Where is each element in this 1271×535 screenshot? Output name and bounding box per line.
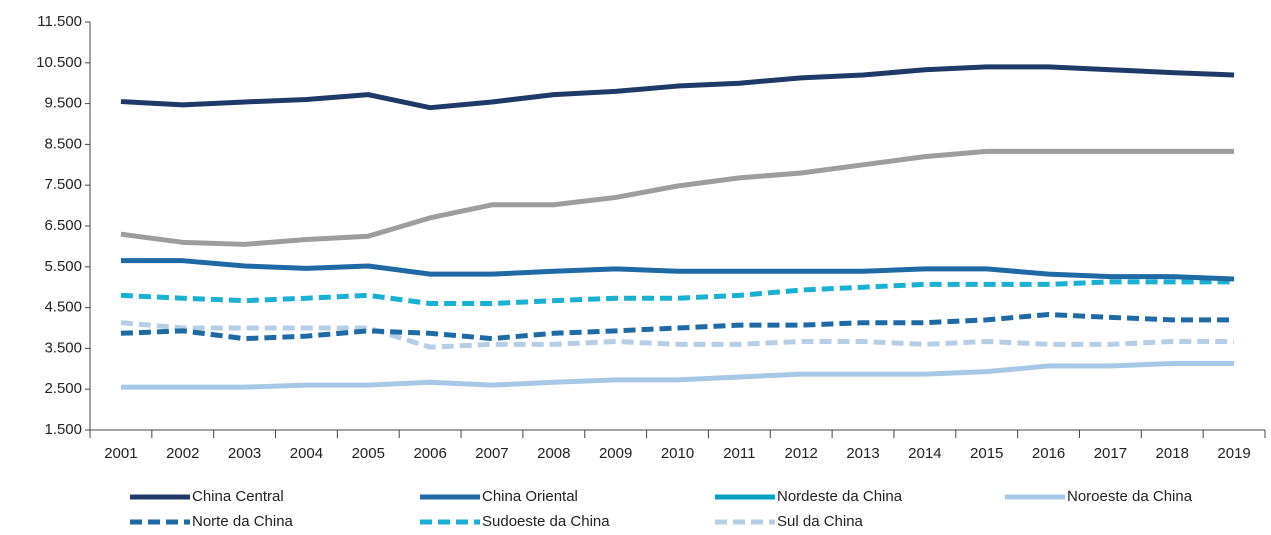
y-tick-label: 1.500 xyxy=(44,421,82,438)
legend-label: Sudoeste da China xyxy=(482,513,610,530)
y-tick-label: 5.500 xyxy=(44,258,82,275)
series-line xyxy=(120,258,1235,282)
x-tick-label: 2002 xyxy=(166,445,199,462)
x-tick-label: 2012 xyxy=(784,445,817,462)
x-tick-label: 2010 xyxy=(661,445,694,462)
x-tick-label: 2004 xyxy=(290,445,323,462)
x-tick-label: 2001 xyxy=(104,445,137,462)
x-tick-label: 2015 xyxy=(970,445,1003,462)
series-line xyxy=(120,320,1235,350)
series-line xyxy=(120,148,1235,247)
legend-label: Sul da China xyxy=(777,513,864,530)
y-tick-label: 11.500 xyxy=(37,13,82,30)
legend-label: Norte da China xyxy=(192,513,294,530)
legend-label: Nordeste da China xyxy=(777,488,903,505)
series-line xyxy=(120,64,1235,111)
y-tick-label: 2.500 xyxy=(44,380,82,397)
legend-label: China Oriental xyxy=(482,488,578,505)
series-line xyxy=(120,312,1235,342)
x-tick-label: 2007 xyxy=(475,445,508,462)
y-tick-label: 10.500 xyxy=(36,54,82,71)
x-tick-label: 2006 xyxy=(413,445,446,462)
x-tick-label: 2011 xyxy=(723,445,755,462)
x-tick-label: 2008 xyxy=(537,445,570,462)
y-tick-label: 3.500 xyxy=(44,339,82,356)
x-tick-label: 2017 xyxy=(1094,445,1127,462)
legend-label: China Central xyxy=(192,488,284,505)
series-line xyxy=(120,279,1235,307)
x-tick-label: 2016 xyxy=(1032,445,1065,462)
x-tick-label: 2013 xyxy=(846,445,879,462)
y-tick-label: 9.500 xyxy=(44,95,82,112)
y-tick-label: 7.500 xyxy=(44,176,82,193)
x-tick-label: 2003 xyxy=(228,445,261,462)
legend-label: Noroeste da China xyxy=(1067,488,1193,505)
x-tick-label: 2005 xyxy=(352,445,385,462)
x-tick-label: 2009 xyxy=(599,445,632,462)
series-line xyxy=(120,360,1235,390)
x-tick-label: 2014 xyxy=(908,445,941,462)
y-tick-label: 8.500 xyxy=(44,135,82,152)
y-tick-label: 6.500 xyxy=(44,217,82,234)
x-tick-label: 2019 xyxy=(1217,445,1250,462)
y-tick-label: 4.500 xyxy=(44,299,82,316)
x-tick-label: 2018 xyxy=(1156,445,1189,462)
